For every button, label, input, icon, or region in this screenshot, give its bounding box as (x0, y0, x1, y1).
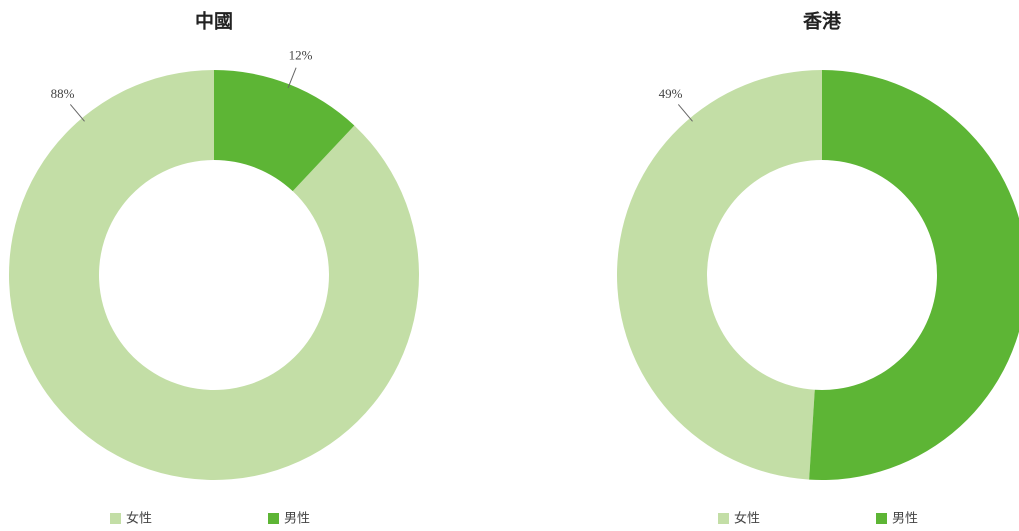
value-label: 88% (51, 86, 75, 101)
donut-slice (809, 70, 1019, 480)
legend-label: 女性 (126, 511, 152, 527)
leader-line (288, 68, 296, 88)
charts: 中國88%女性12%男性香港49%女性51%男性 (0, 0, 1019, 531)
leader-line (70, 104, 84, 121)
value-label: 49% (659, 86, 683, 101)
donut-slice (617, 70, 822, 480)
chart-title: 中國 (195, 10, 233, 33)
value-label: 12% (289, 47, 313, 62)
chart-title: 香港 (802, 11, 842, 33)
legend-swatch (876, 513, 887, 524)
legend-label: 女性 (734, 511, 760, 527)
legend-swatch (268, 513, 279, 524)
legend-swatch (110, 513, 121, 524)
legend-label: 男性 (284, 512, 310, 527)
legend-swatch (718, 513, 729, 524)
page: 中國88%女性12%男性香港49%女性51%男性 (() => { const … (0, 0, 1019, 531)
leader-line (678, 104, 692, 121)
legend-label: 男性 (892, 512, 918, 527)
